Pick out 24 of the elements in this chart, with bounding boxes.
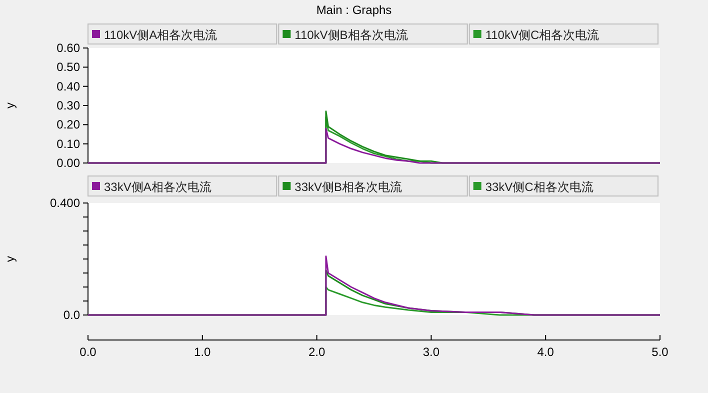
y-tick-label: 0.60	[56, 41, 80, 55]
y-tick-label: 0.30	[56, 98, 80, 112]
legend-label: 33kV侧A相各次电流	[104, 180, 212, 194]
x-tick-label: 0.0	[80, 345, 97, 359]
y-axis-title: y	[3, 256, 17, 262]
legend-label: 110kV侧A相各次电流	[104, 28, 218, 42]
y-tick-label: 0.50	[56, 60, 80, 74]
legend-label: 110kV侧B相各次电流	[294, 28, 408, 42]
y-tick-label: 0.0	[63, 308, 80, 322]
chart-title: Main : Graphs	[316, 3, 392, 17]
x-tick-label: 4.0	[537, 345, 554, 359]
x-tick-label: 2.0	[308, 345, 326, 359]
legend-label: 110kV侧C相各次电流	[485, 28, 600, 42]
y-tick-label: 0.40	[56, 79, 80, 94]
y-axis-title: y	[3, 102, 17, 108]
y-tick-label: 0.00	[56, 156, 80, 170]
x-tick-label: 1.0	[194, 345, 212, 359]
y-tick-label: 0.20	[56, 118, 80, 132]
x-tick-label: 3.0	[422, 345, 440, 359]
legend-label: 33kV侧C相各次电流	[485, 180, 594, 194]
legend-label: 33kV侧B相各次电流	[294, 180, 402, 194]
x-tick-label: 5.0	[652, 345, 669, 359]
y-tick-label: 0.400	[50, 196, 80, 210]
y-tick-label: 0.10	[56, 136, 80, 151]
